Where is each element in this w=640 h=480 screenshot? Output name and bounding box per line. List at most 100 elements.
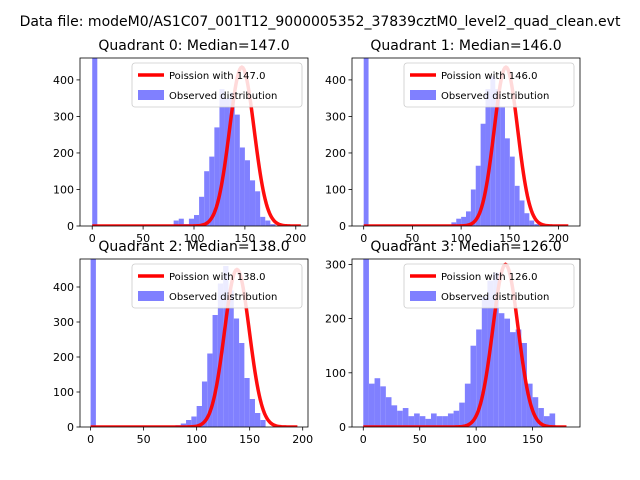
histogram-bar (219, 89, 225, 226)
x-tick-label: 100 (184, 232, 205, 245)
y-tick-label: 300 (325, 110, 346, 123)
legend-fit-label: Poission with 147.0 (169, 71, 265, 82)
y-tick-label: 100 (53, 183, 74, 196)
histogram-bar (385, 397, 392, 427)
legend: Poission with 126.0 Observed distribution (403, 263, 575, 309)
y-tick-label: 200 (325, 313, 346, 326)
histogram-bar (480, 123, 486, 226)
histogram-bar (92, 58, 98, 226)
subplot-3: 0 50 100 150 0 100 200 300 Quadrant 3: Median=12… (325, 239, 581, 446)
y-tick-label: 200 (53, 147, 74, 160)
histogram-bar (229, 92, 235, 226)
legend-hist-swatch (138, 291, 164, 301)
histogram-bar (209, 156, 215, 226)
x-tick-label: 0 (89, 232, 96, 245)
y-tick-label: 200 (325, 147, 346, 160)
plot-area (92, 58, 301, 226)
x-tick-label: 0 (360, 232, 367, 245)
histogram-bar (524, 213, 530, 226)
histogram-bar (500, 107, 505, 226)
x-tick-label: 50 (136, 232, 150, 245)
histogram-bar (249, 399, 255, 427)
y-tick-label: 0 (339, 421, 346, 434)
subplot-0: 0 50 100 150 200 0 100 200 300 400 Quadrant 0: Med… (53, 38, 309, 245)
histogram-bar (249, 180, 256, 226)
histogram-bar (228, 290, 234, 427)
legend-fit-label: Poission with 126.0 (441, 272, 537, 283)
legend-hist-swatch (410, 90, 436, 100)
histogram-bar (470, 345, 477, 427)
histogram-bar (476, 329, 482, 427)
y-tick-label: 200 (53, 351, 74, 364)
y-tick-label: 400 (325, 74, 346, 87)
subplot-title: Quadrant 1: Median=146.0 (370, 38, 561, 54)
histogram-bar (459, 402, 465, 427)
histogram-bar (191, 416, 197, 427)
figure-suptitle: Data file: modeM0/AS1C07_001T12_90000053… (20, 14, 621, 30)
plot-area (363, 58, 569, 226)
y-tick-label: 100 (325, 367, 346, 380)
legend-hist-swatch (138, 90, 164, 100)
poisson-fit-line (363, 65, 569, 226)
axes-frame (351, 57, 581, 227)
histogram-bar (363, 58, 369, 226)
legend-box (131, 62, 303, 108)
histogram-bar (519, 200, 525, 226)
legend-hist-swatch (410, 291, 436, 301)
legend-box (131, 263, 303, 309)
histogram-bar (402, 408, 409, 427)
histogram-bar (504, 318, 511, 427)
y-tick-label: 0 (67, 220, 74, 233)
histogram-bar (380, 386, 386, 427)
x-tick-label: 200 (285, 232, 306, 245)
subplot-title: Quadrant 3: Median=126.0 (370, 239, 561, 255)
histogram-bar (447, 413, 454, 427)
histogram-bar (188, 218, 194, 226)
legend: Poission with 138.0 Observed distribution (131, 263, 303, 309)
histogram-bar (509, 156, 515, 226)
histogram-bar (485, 89, 491, 226)
legend-fit-label: Poission with 138.0 (169, 272, 265, 283)
histogram-bar (461, 216, 466, 226)
poisson-fit-line (363, 262, 567, 427)
histogram-bar (514, 185, 520, 226)
histogram-bar (414, 413, 420, 427)
histogram-bar (391, 405, 398, 427)
x-tick-label: 150 (239, 433, 260, 446)
y-tick-label: 300 (53, 316, 74, 329)
histogram-bar (212, 315, 218, 427)
legend-hist-label: Observed distribution (441, 292, 549, 303)
histogram-bar (363, 259, 369, 427)
histogram-bar (493, 272, 499, 427)
x-tick-label: 150 (234, 232, 255, 245)
legend-hist-label: Observed distribution (441, 91, 549, 102)
subplot-title: Quadrant 2: Median=138.0 (98, 239, 289, 255)
histogram-bar (260, 216, 266, 226)
subplots: 0 50 100 150 200 0 100 200 300 400 Quadrant 0: Med… (53, 38, 581, 446)
plot-area (363, 259, 567, 427)
histogram-bar (453, 410, 460, 427)
histogram-bar (397, 410, 403, 427)
legend-hist-label: Observed distribution (169, 91, 277, 102)
histogram-bar (442, 416, 448, 427)
histogram-bar (204, 171, 210, 226)
axes-frame (351, 258, 581, 428)
x-tick-label: 0 (360, 433, 367, 446)
legend: Poission with 147.0 Observed distribution (131, 62, 303, 108)
histogram-bar (498, 313, 505, 427)
x-tick-label: 200 (292, 433, 313, 446)
histogram-bar (239, 343, 245, 427)
y-tick-label: 300 (53, 110, 74, 123)
histogram-bar (510, 332, 516, 427)
histogram-bar (515, 329, 522, 427)
histogram-bar (549, 413, 556, 427)
histogram-bar (534, 224, 540, 226)
x-tick-label: 100 (186, 433, 207, 446)
histogram-bar (456, 218, 462, 226)
x-tick-label: 100 (451, 232, 472, 245)
histogram-bar (475, 165, 481, 226)
x-tick-label: 200 (548, 232, 569, 245)
histogram-bar (207, 353, 213, 427)
histogram-bar (543, 416, 550, 427)
